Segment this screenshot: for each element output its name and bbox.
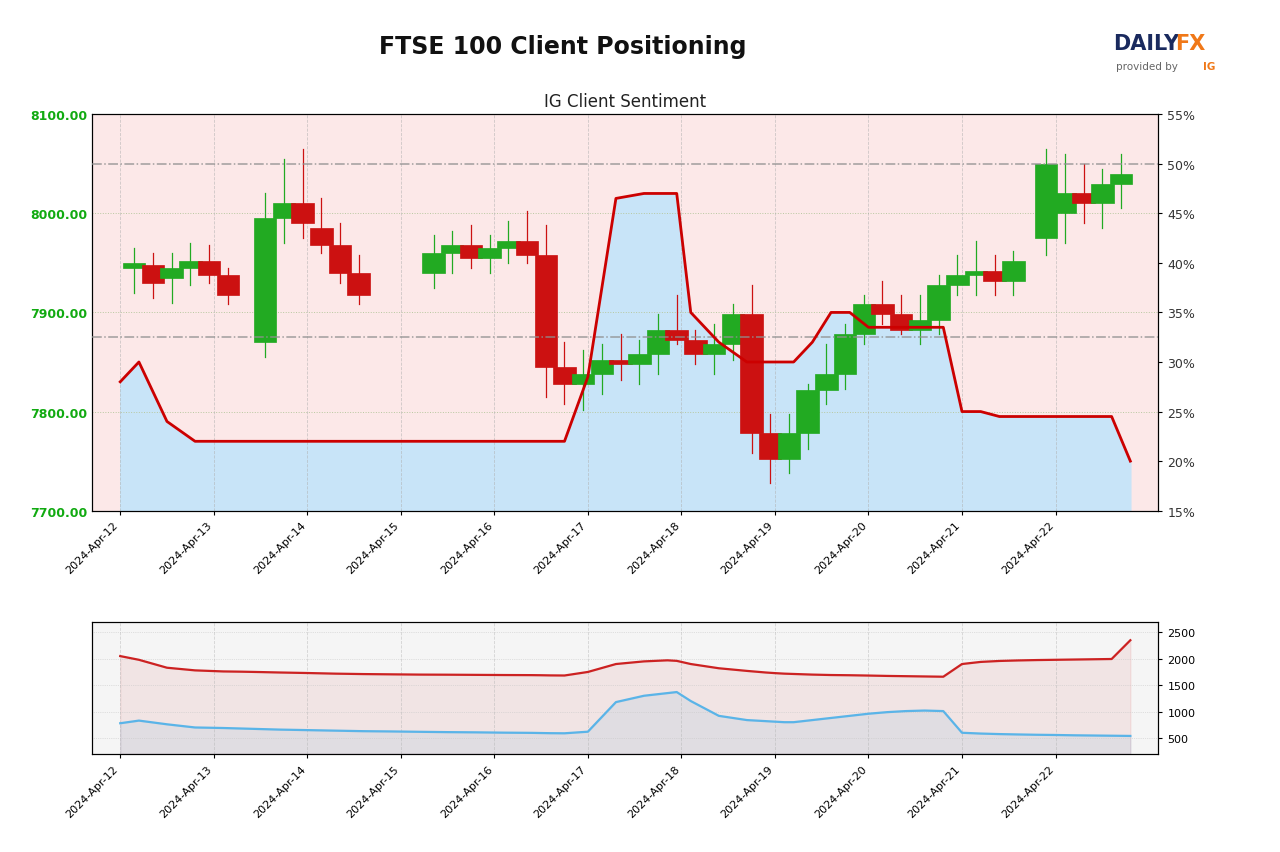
Bar: [1073, 194, 1094, 204]
Text: Percentage of Traders: Percentage of Traders: [92, 630, 248, 643]
Bar: [1110, 175, 1133, 184]
Bar: [347, 273, 370, 296]
Text: provided by: provided by: [1116, 61, 1181, 72]
Bar: [535, 256, 557, 367]
Bar: [460, 245, 483, 259]
Bar: [179, 262, 201, 268]
Text: DAILY: DAILY: [1114, 34, 1180, 55]
Bar: [216, 275, 239, 296]
Bar: [1053, 194, 1076, 214]
Bar: [928, 285, 950, 321]
Bar: [628, 354, 650, 365]
Bar: [740, 315, 763, 434]
Bar: [516, 242, 539, 256]
Text: FX: FX: [1175, 34, 1206, 55]
Bar: [572, 374, 594, 384]
Bar: [497, 242, 520, 249]
Bar: [778, 434, 800, 459]
Bar: [703, 345, 726, 354]
Bar: [1091, 184, 1114, 204]
Bar: [292, 204, 314, 224]
Text: IG: IG: [1203, 61, 1216, 72]
Legend: net long, net short: net long, net short: [845, 632, 1020, 645]
Bar: [983, 272, 1006, 281]
Text: Number of Traders: Number of Traders: [646, 630, 778, 643]
Bar: [909, 321, 931, 331]
Text: FTSE 100 Client Positioning: FTSE 100 Client Positioning: [379, 35, 748, 59]
Bar: [198, 262, 220, 275]
Bar: [609, 360, 632, 365]
Bar: [759, 434, 782, 459]
Bar: [422, 254, 444, 273]
Bar: [833, 335, 856, 374]
Bar: [1036, 164, 1057, 239]
Bar: [142, 266, 164, 284]
Bar: [685, 341, 707, 354]
Bar: [553, 367, 576, 384]
Bar: [253, 219, 276, 343]
Bar: [160, 268, 183, 279]
Bar: [479, 249, 500, 259]
Bar: [796, 390, 819, 434]
Bar: [872, 305, 893, 315]
Bar: [329, 245, 351, 273]
Bar: [722, 315, 744, 345]
Bar: [590, 360, 613, 374]
Bar: [666, 331, 687, 341]
Title: IG Client Sentiment: IG Client Sentiment: [544, 93, 707, 111]
Bar: [890, 315, 913, 331]
Bar: [1002, 262, 1025, 281]
Bar: [965, 272, 987, 275]
Bar: [442, 245, 463, 254]
Bar: [123, 263, 146, 268]
Bar: [273, 204, 296, 219]
Bar: [815, 374, 837, 390]
Bar: [646, 331, 669, 354]
Bar: [946, 275, 969, 285]
Bar: [310, 229, 333, 245]
Bar: [852, 305, 876, 335]
